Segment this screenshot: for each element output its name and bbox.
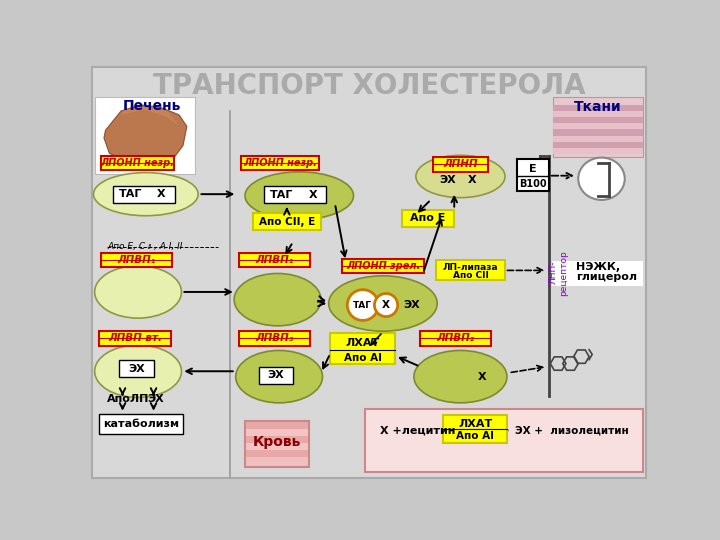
Bar [554, 123, 642, 130]
FancyBboxPatch shape [420, 331, 492, 346]
FancyBboxPatch shape [101, 156, 174, 170]
Text: катаболизм: катаболизм [103, 420, 179, 429]
Ellipse shape [578, 158, 625, 200]
Text: ЛНП-
рецептор: ЛНП- рецептор [549, 250, 568, 295]
Bar [554, 111, 642, 117]
Text: ЭХ: ЭХ [268, 370, 284, 380]
Bar [246, 450, 307, 457]
Circle shape [347, 289, 378, 320]
FancyBboxPatch shape [241, 156, 319, 170]
Text: E: E [528, 164, 536, 174]
Text: НЭЖК,: НЭЖК, [576, 261, 620, 272]
Text: Х: Х [309, 190, 318, 200]
FancyBboxPatch shape [517, 159, 549, 191]
Text: ЛПНП: ЛПНП [444, 159, 477, 169]
FancyBboxPatch shape [259, 367, 293, 383]
Text: ТАГ: ТАГ [354, 301, 372, 309]
Bar [554, 136, 642, 142]
FancyBboxPatch shape [99, 331, 171, 346]
FancyBboxPatch shape [239, 253, 310, 267]
FancyBboxPatch shape [94, 97, 195, 174]
Ellipse shape [235, 350, 323, 403]
Ellipse shape [234, 273, 321, 326]
FancyBboxPatch shape [239, 331, 310, 346]
Text: ЛПОНП незр.: ЛПОНП незр. [100, 158, 174, 167]
Text: ЭХ: ЭХ [403, 300, 420, 310]
Text: ЛПОНП незр.: ЛПОНП незр. [243, 158, 317, 167]
FancyBboxPatch shape [402, 210, 454, 226]
Text: ЛПОНП зрел.: ЛПОНП зрел. [346, 261, 420, 271]
Text: Печень: Печень [123, 99, 181, 113]
Text: глицерол: глицерол [576, 272, 637, 281]
Bar [246, 436, 307, 443]
Text: ЛПВП вт.: ЛПВП вт. [108, 333, 162, 343]
Ellipse shape [414, 350, 507, 403]
Text: АпоЛП: АпоЛП [107, 394, 150, 404]
Text: ЭХ: ЭХ [148, 394, 164, 404]
Bar [246, 429, 307, 436]
Text: Апо СII, Е: Апо СII, Е [258, 217, 315, 227]
Text: ЛХАТ: ЛХАТ [346, 338, 380, 348]
Text: II: II [148, 244, 152, 249]
Text: ЭХ +  лизолецитин: ЭХ + лизолецитин [516, 426, 629, 436]
Text: Х: Х [478, 372, 487, 382]
Bar [246, 443, 307, 450]
Text: ЛХАТ: ЛХАТ [458, 420, 492, 429]
FancyBboxPatch shape [264, 186, 326, 204]
Bar [554, 148, 642, 154]
Text: Апо АI: Апо АI [344, 353, 382, 363]
Text: Ткани: Ткани [574, 100, 621, 114]
Bar [554, 142, 642, 148]
FancyBboxPatch shape [436, 260, 505, 280]
FancyBboxPatch shape [330, 333, 395, 363]
Text: , А I, II: , А I, II [153, 242, 182, 251]
Text: ЛПВП₁: ЛПВП₁ [117, 255, 156, 265]
Text: ЛП-липаза: ЛП-липаза [443, 263, 498, 272]
Text: ТАГ: ТАГ [270, 190, 293, 200]
Text: ТРАНСПОРТ ХОЛЕСТЕРОЛА: ТРАНСПОРТ ХОЛЕСТЕРОЛА [153, 72, 585, 100]
FancyBboxPatch shape [101, 253, 172, 267]
Text: Апо АI: Апо АI [456, 431, 494, 441]
Ellipse shape [94, 266, 181, 318]
FancyBboxPatch shape [253, 213, 321, 231]
Text: Х +лецитин: Х +лецитин [380, 426, 455, 436]
Text: Х: Х [382, 300, 390, 310]
FancyBboxPatch shape [444, 415, 507, 443]
FancyBboxPatch shape [552, 261, 644, 286]
FancyBboxPatch shape [92, 67, 646, 478]
Text: B100: B100 [518, 179, 546, 189]
Ellipse shape [94, 173, 198, 215]
Text: Кровь: Кровь [253, 435, 301, 449]
Bar [554, 117, 642, 123]
Circle shape [374, 294, 397, 316]
Text: ЭХ: ЭХ [128, 364, 145, 374]
FancyBboxPatch shape [99, 414, 183, 434]
Text: ЛПВП₁: ЛПВП₁ [256, 255, 294, 265]
Bar [246, 422, 307, 429]
FancyBboxPatch shape [365, 409, 642, 472]
Text: Апо Е, С: Апо Е, С [107, 242, 145, 251]
FancyBboxPatch shape [245, 421, 309, 467]
Text: Х: Х [468, 176, 477, 185]
FancyBboxPatch shape [113, 186, 175, 202]
Text: ЭХ: ЭХ [440, 176, 456, 185]
Text: ТАГ: ТАГ [119, 189, 142, 199]
Bar [554, 130, 642, 136]
Ellipse shape [416, 156, 505, 198]
Polygon shape [104, 105, 187, 166]
Ellipse shape [245, 172, 354, 220]
Text: ЛПВП₃: ЛПВП₃ [256, 333, 294, 343]
Text: ЛПВП₂: ЛПВП₂ [436, 333, 475, 343]
Text: Апо Е: Апо Е [410, 213, 446, 223]
Ellipse shape [94, 345, 181, 397]
FancyBboxPatch shape [554, 97, 642, 157]
FancyBboxPatch shape [120, 361, 153, 377]
Text: Апо СII: Апо СII [453, 271, 488, 280]
Polygon shape [121, 107, 179, 126]
FancyBboxPatch shape [342, 259, 424, 273]
Ellipse shape [329, 276, 437, 331]
Text: Х: Х [157, 189, 166, 199]
FancyBboxPatch shape [433, 157, 488, 172]
Bar [554, 105, 642, 111]
